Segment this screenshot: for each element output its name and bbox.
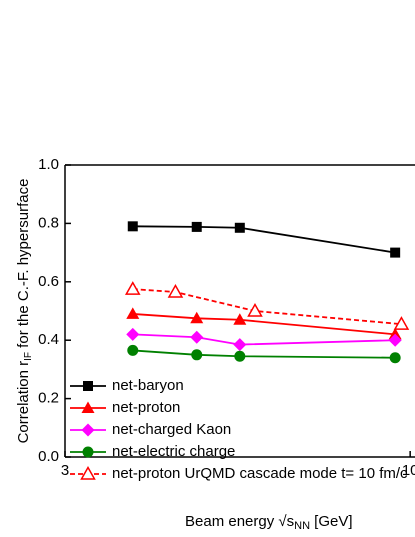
y-tick-label: 0.8 (38, 214, 59, 231)
marker (233, 313, 247, 325)
x-axis-label-part: Beam energy (185, 513, 278, 530)
marker (191, 221, 202, 232)
legend-label: net-proton UrQMD cascade mode t= 10 fm/c (112, 465, 408, 482)
x-axis-label: Beam energy √sNN [GeV] (185, 513, 353, 532)
series-line (132, 333, 396, 346)
marker (81, 401, 95, 413)
y-tick-label: 0.6 (38, 273, 59, 290)
marker (127, 221, 138, 232)
x-axis-label-part: [GeV] (310, 513, 353, 530)
y-tick-label: 1.0 (38, 156, 59, 173)
legend-label: net-charged Kaon (112, 421, 231, 438)
marker (167, 283, 184, 298)
marker (388, 333, 402, 347)
marker (80, 465, 96, 480)
marker (234, 222, 245, 233)
marker (190, 330, 204, 344)
marker (124, 281, 141, 295)
series-line (132, 313, 396, 336)
marker (390, 247, 401, 258)
marker (389, 352, 401, 364)
y-axis-label-part: Correlation r (15, 361, 32, 444)
marker (82, 446, 94, 458)
legend-marker (81, 401, 95, 413)
legend-marker (82, 446, 94, 458)
marker (393, 316, 410, 330)
marker (233, 338, 247, 352)
marker (190, 311, 204, 324)
marker (234, 350, 246, 362)
marker (126, 307, 140, 319)
marker (127, 344, 139, 356)
legend-marker (83, 381, 93, 391)
x-axis-label-part: √s (278, 513, 294, 530)
y-axis-label-part: IF (23, 352, 34, 361)
y-tick-label: 0.0 (38, 448, 59, 465)
series-line (132, 349, 396, 359)
marker (81, 423, 95, 437)
legend-label: net-electric charge (112, 443, 235, 460)
legend-marker (80, 465, 96, 480)
marker (83, 381, 93, 391)
marker (247, 302, 263, 317)
legend-marker (81, 423, 95, 437)
y-tick-label: 0.2 (38, 390, 59, 407)
y-axis-label: Correlation rIF for the C.-F. hypersurfa… (15, 179, 34, 444)
y-axis-label-part: for the C.-F. hypersurface (15, 179, 32, 352)
series-line (132, 225, 396, 254)
x-tick-label: 3 (61, 462, 69, 479)
x-axis-label-part: NN (294, 520, 310, 532)
series-line (132, 288, 402, 326)
marker (126, 327, 140, 341)
y-tick-label: 0.4 (38, 331, 59, 348)
legend-label: net-proton (112, 399, 180, 416)
legend-label: net-baryon (112, 377, 184, 394)
marker (191, 349, 203, 361)
x-tick-label: 10 (402, 462, 415, 479)
marker (388, 327, 402, 340)
